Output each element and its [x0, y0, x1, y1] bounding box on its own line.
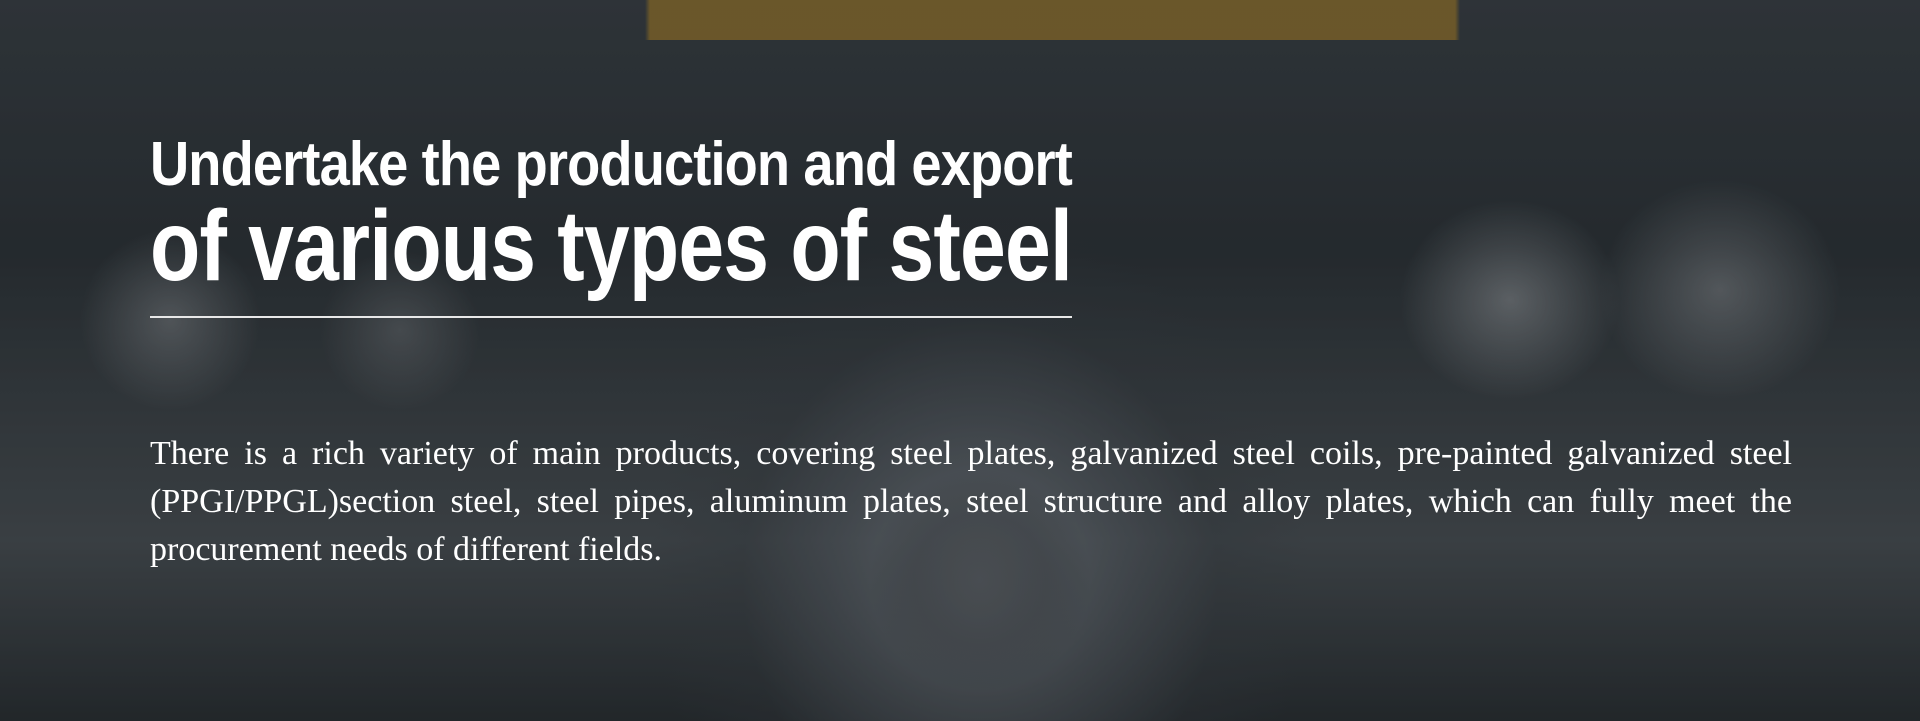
banner-title-line1: Undertake the production and export [150, 130, 1073, 199]
divider [150, 316, 1072, 318]
banner-description: There is a rich variety of main products… [150, 435, 1792, 568]
banner-title-line2: of various types of steel [150, 190, 1073, 302]
